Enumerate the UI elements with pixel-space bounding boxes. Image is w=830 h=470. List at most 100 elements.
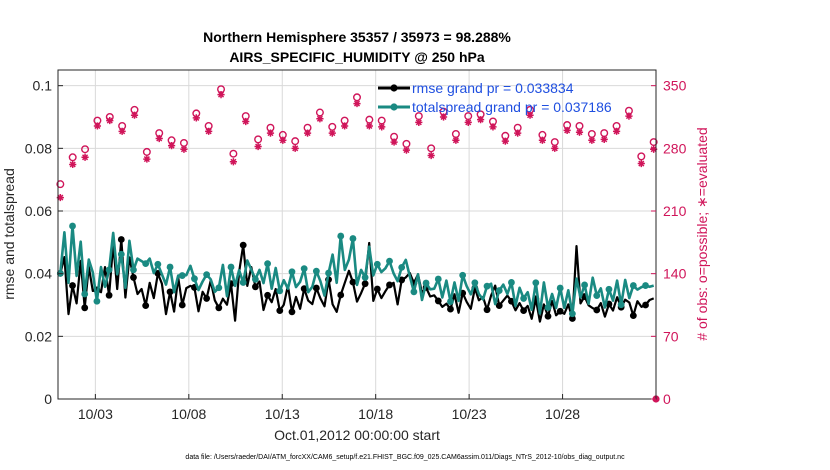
rmse-point — [264, 291, 271, 299]
obs-evaluated-point — [650, 145, 658, 153]
rmse-point — [520, 307, 528, 315]
y-axis-label: rmse and totalspread — [1, 168, 17, 300]
totalspread-point — [117, 250, 125, 258]
xtick-label-3: 10/18 — [358, 406, 393, 422]
obs-evaluated-point — [242, 117, 250, 126]
totalspread-point — [154, 260, 162, 268]
totalspread-point — [227, 263, 235, 271]
obs-evaluated-point — [526, 111, 534, 119]
legend-totalspread-marker — [390, 103, 398, 111]
y-axis-right-label: # of obs: o=possible; ∗=evaluated — [694, 127, 710, 340]
obs-evaluated-point — [402, 146, 411, 154]
obs-evaluated-point — [477, 116, 485, 124]
totalspread-point — [105, 266, 113, 274]
obs-evaluated-point — [625, 112, 633, 120]
legend: rmse grand pr = 0.033834 totalspread gra… — [378, 80, 612, 115]
totalspread-point — [300, 265, 308, 273]
obs-evaluated-point — [303, 129, 312, 137]
rmse-point — [105, 291, 113, 299]
totalspread-point — [593, 292, 601, 299]
totalspread-point — [142, 260, 150, 268]
plot-area — [58, 70, 656, 399]
rmse-point — [483, 306, 491, 314]
obs-possible-point — [81, 145, 90, 154]
rmse-point — [215, 304, 223, 312]
obs-evaluated-point — [205, 127, 213, 135]
obs-evaluated-point — [489, 123, 497, 131]
totalspread-point — [544, 304, 552, 311]
legend-rmse-label: rmse grand pr = 0.033834 — [412, 80, 574, 96]
rmse-point — [373, 285, 381, 293]
obs-possible-point — [254, 135, 263, 144]
obs-evaluated-point — [514, 129, 522, 137]
obs-evaluated-point — [575, 128, 584, 136]
totalspread-point — [166, 263, 174, 271]
totalspread-point — [422, 279, 430, 287]
ytick-label-1: 0.02 — [25, 328, 52, 344]
rmse-point — [447, 305, 454, 313]
rmse-point — [386, 281, 393, 289]
obs-evaluated-point — [328, 129, 336, 137]
rmse-point — [556, 307, 564, 315]
totalspread-point — [325, 269, 332, 277]
obs-evaluated-point — [563, 126, 571, 135]
totalspread-point — [288, 268, 296, 276]
totalspread-point — [410, 288, 418, 296]
totalspread-point — [178, 272, 186, 279]
obs-evaluated-point — [439, 113, 448, 121]
obs-evaluated-point — [316, 115, 324, 123]
obs-evaluated-point — [538, 136, 547, 144]
totalspread-point — [568, 310, 576, 318]
obs-evaluated-point — [588, 136, 596, 144]
totalspread-point — [312, 267, 320, 275]
rmse-point — [178, 301, 186, 309]
obs-evaluated-point — [106, 116, 114, 125]
obs-possible-point — [649, 138, 658, 147]
rmse-point — [142, 302, 150, 310]
rmse-point — [166, 288, 174, 296]
ytick-label-2: 0.04 — [25, 266, 52, 282]
obs-evaluated-point — [130, 111, 139, 119]
totalspread-point — [459, 271, 467, 279]
plot-frame — [57, 69, 657, 400]
obs-evaluated-point — [217, 91, 225, 99]
ytick-right-label-5: 350 — [663, 78, 687, 94]
rmse-point — [252, 283, 259, 291]
totalspread-point — [434, 275, 442, 283]
totalspread-point — [617, 301, 625, 309]
obs-evaluated-point — [69, 160, 77, 169]
rmse-point — [300, 285, 308, 293]
obs-evaluated-point — [254, 142, 262, 151]
obs-possible-point — [427, 144, 436, 153]
totalspread-point — [556, 284, 564, 292]
series-totalspread — [56, 222, 655, 318]
obs-evaluated-point — [612, 127, 621, 135]
rmse-point — [276, 307, 284, 315]
rmse-line — [59, 238, 655, 323]
totalspread-point — [581, 281, 588, 289]
chart-title: Northern Hemisphere 35357 / 35973 = 98.2… — [203, 29, 511, 45]
totalspread-point — [239, 279, 247, 286]
rmse-point — [642, 301, 649, 309]
obs-evaluated-point — [180, 145, 188, 153]
totalspread-point — [386, 257, 393, 265]
rmse-point — [312, 284, 320, 292]
totalspread-line — [59, 224, 655, 316]
rmse-point — [69, 282, 76, 289]
totalspread-point — [398, 264, 406, 271]
ytick-right-label-2: 140 — [663, 266, 687, 282]
rmse-point — [117, 236, 125, 243]
obs-possible-point — [229, 149, 238, 158]
xtick-label-1: 10/08 — [171, 406, 206, 422]
chart-subtitle: AIRS_SPECIFIC_HUMIDITY @ 250 hPa — [229, 49, 485, 65]
obs-evaluated-point — [155, 134, 163, 143]
totalspread-point — [495, 287, 503, 294]
obs-evaluated-point — [291, 144, 299, 152]
obs-evaluated-point — [279, 136, 287, 144]
totalspread-point — [276, 287, 284, 295]
obs-evaluated-point — [551, 144, 559, 152]
totalspread-point — [642, 282, 649, 289]
ytick-right-label-1: 70 — [663, 328, 679, 344]
rmse-point — [130, 274, 137, 281]
